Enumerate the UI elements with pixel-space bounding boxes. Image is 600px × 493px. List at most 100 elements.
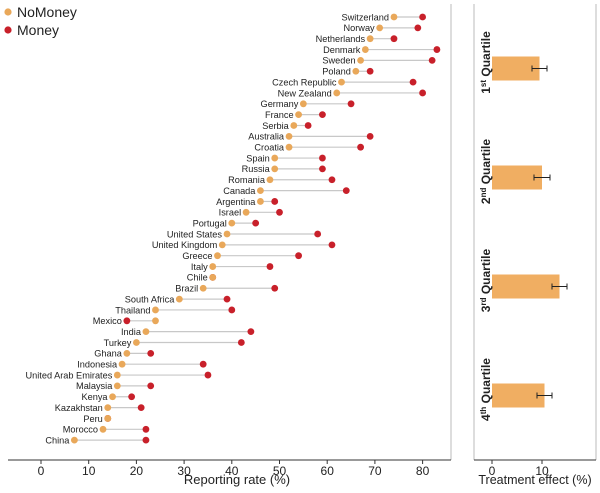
- nomoney-point-denmark: [361, 46, 369, 53]
- country-label-netherlands: Netherlands: [316, 34, 366, 44]
- money-point-portugal: [252, 219, 260, 227]
- country-label-switzerland: Switzerland: [341, 12, 389, 22]
- money-point-canada: [342, 187, 350, 195]
- money-point-greece: [295, 252, 302, 260]
- nomoney-point-croatia: [285, 143, 293, 151]
- nomoney-point-china: [70, 436, 78, 444]
- country-label-israel: Israel: [219, 208, 241, 218]
- nomoney-point-norway: [376, 24, 384, 32]
- nomoney-point-greece: [214, 252, 221, 260]
- money-point-italy: [266, 263, 274, 270]
- money-point-kenya: [128, 393, 136, 401]
- money-point-united-kingdom: [328, 241, 336, 249]
- nomoney-point-spain: [271, 154, 279, 162]
- x-tick-label: 40: [225, 464, 239, 478]
- money-point-spain: [319, 154, 326, 162]
- country-label-china: China: [45, 435, 70, 445]
- country-label-chile: Chile: [187, 273, 208, 283]
- nomoney-point-chile: [209, 274, 217, 281]
- money-point-germany: [347, 100, 355, 108]
- treatment-effect-panel: 1st Quartile 2nd Quartile 3rd Quartile 4th …: [473, 4, 597, 487]
- money-point-netherlands: [390, 35, 398, 43]
- money-point-thailand: [228, 306, 236, 314]
- money-point-croatia: [357, 143, 364, 151]
- money-point-denmark: [433, 46, 441, 53]
- country-label-new-zealand: New Zealand: [278, 88, 332, 98]
- country-label-mexico: Mexico: [93, 316, 122, 326]
- nomoney-point-canada: [257, 187, 264, 195]
- country-label-kazakhstan: Kazakhstan: [55, 403, 103, 413]
- nomoney-point-sweden: [357, 57, 364, 64]
- country-label-australia: Australia: [248, 132, 285, 142]
- nomoney-point-france: [295, 111, 302, 119]
- country-label-ghana: Ghana: [94, 349, 122, 359]
- money-point-switzerland: [419, 13, 426, 21]
- country-label-india: India: [121, 327, 142, 337]
- nomoney-point-argentina: [257, 198, 264, 205]
- x-axis-title: Reporting rate (%): [184, 472, 290, 487]
- x-tick-label: 30: [177, 464, 191, 478]
- nomoney-point-new-zealand: [333, 89, 341, 97]
- country-label-canada: Canada: [223, 186, 256, 196]
- nomoney-point-mexico: [152, 317, 159, 325]
- money-point-morocco: [142, 425, 150, 433]
- country-label-germany: Germany: [261, 99, 299, 109]
- nomoney-point-serbia: [290, 122, 298, 129]
- money-point-romania: [328, 176, 336, 184]
- quartile-label-2: 2nd Quartile: [479, 139, 493, 204]
- country-label-poland: Poland: [322, 67, 351, 77]
- money-point-brazil: [271, 284, 279, 292]
- nomoney-point-peru: [104, 415, 112, 422]
- nomoney-point-switzerland: [390, 13, 398, 21]
- money-point-united-states: [314, 230, 322, 238]
- nomoney-point-portugal: [228, 219, 236, 227]
- nomoney-point-australia: [285, 132, 293, 140]
- quartile-label-4: 4th Quartile: [479, 358, 493, 421]
- nomoney-point-italy: [209, 263, 217, 270]
- money-point-israel: [276, 208, 283, 216]
- country-label-brazil: Brazil: [175, 284, 198, 294]
- country-label-portugal: Portugal: [193, 218, 227, 228]
- money-point-united-arab-emirates: [204, 371, 212, 379]
- nomoney-point-turkey: [133, 339, 140, 346]
- country-label-denmark: Denmark: [323, 45, 361, 55]
- country-label-russia: Russia: [242, 164, 271, 174]
- country-label-france: France: [265, 110, 294, 120]
- money-point-indonesia: [199, 360, 207, 368]
- x-tick-label: 10: [82, 464, 96, 478]
- country-label-south-africa: South Africa: [125, 294, 175, 304]
- country-label-spain: Spain: [246, 153, 270, 163]
- nomoney-point-ghana: [123, 349, 131, 357]
- country-label-united-arab-emirates: United Arab Emirates: [26, 370, 113, 380]
- quartile-bar-3: [492, 274, 560, 299]
- country-label-argentina: Argentina: [216, 197, 256, 207]
- nomoney-point-netherlands: [366, 35, 374, 43]
- money-point-france: [319, 111, 326, 119]
- country-label-sweden: Sweden: [322, 56, 355, 66]
- country-label-indonesia: Indonesia: [77, 360, 118, 370]
- country-label-turkey: Turkey: [104, 338, 132, 348]
- x-tick-label: 20: [130, 464, 144, 478]
- money-point-poland: [366, 67, 374, 75]
- money-point-malaysia: [147, 382, 155, 390]
- country-label-peru: Peru: [83, 414, 102, 424]
- money-point-serbia: [304, 122, 312, 129]
- legend-label-nomoney: NoMoney: [17, 4, 77, 20]
- nomoney-point-morocco: [99, 425, 107, 433]
- country-label-thailand: Thailand: [115, 305, 150, 315]
- x-tick-label: 0: [38, 464, 45, 478]
- money-point-turkey: [237, 339, 245, 346]
- country-label-czech-republic: Czech Republic: [272, 77, 337, 87]
- nomoney-point-united-states: [223, 230, 231, 238]
- nomoney-point-brazil: [199, 284, 207, 292]
- nomoney-point-thailand: [152, 306, 159, 314]
- quartile-bar-4: [492, 383, 545, 408]
- country-label-norway: Norway: [344, 23, 376, 33]
- country-label-united-kingdom: United Kingdom: [152, 240, 218, 250]
- nomoney-point-united-arab-emirates: [113, 371, 121, 379]
- nomoney-point-malaysia: [113, 382, 121, 390]
- legend: NoMoney Money: [4, 4, 77, 38]
- money-point-china: [142, 436, 150, 444]
- money-point-south-africa: [223, 295, 231, 303]
